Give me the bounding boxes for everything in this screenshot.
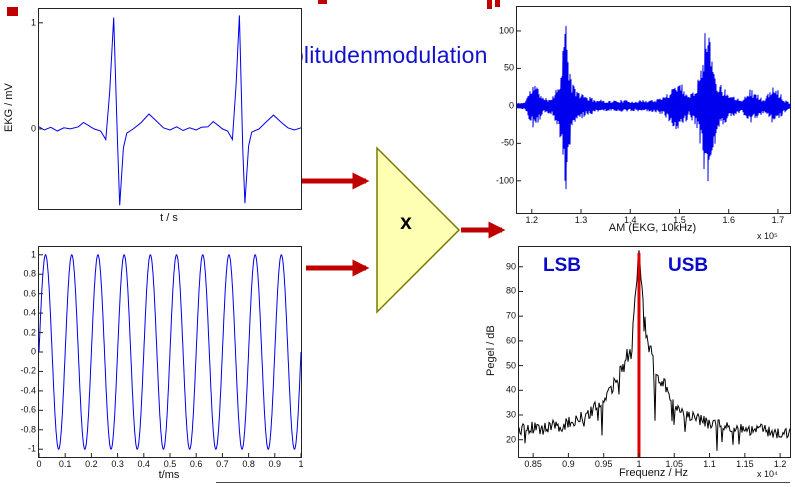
x-tick-label: 1.2 xyxy=(773,459,787,469)
y-tick-label: -50 xyxy=(500,137,514,148)
am-waveform xyxy=(516,25,791,213)
y-tick-label: 0 xyxy=(30,346,36,357)
x-tick-label: 1.15 xyxy=(736,459,754,469)
carrier-plot: 1 0.8 0.6 0.4 0.2 0 -0.2 -0.4 -0.6 -0.8 -1 0 0.1 0.2 0… xyxy=(20,246,304,469)
x-tick-label: 0.1 xyxy=(58,459,72,469)
x-tick-label: 0.7 xyxy=(216,459,229,469)
spectrum-plot: 90 80 70 60 50 40 30 20 0.85 0.9 0.95 1 1.05 1.1 1.15 1… xyxy=(506,246,791,469)
x-tick-label: 1.3 xyxy=(574,215,588,225)
y-tick-label: 30 xyxy=(505,409,516,420)
carrier-x-axis-label: t/ms xyxy=(158,469,180,481)
x-tick-label: 0.8 xyxy=(242,459,255,469)
multiplier-x-label: x xyxy=(400,211,412,234)
waveform-path xyxy=(518,250,791,451)
waveform-path xyxy=(38,254,302,450)
x-tick-label: 1.6 xyxy=(722,215,735,225)
x-tick-label: 0.9 xyxy=(268,459,282,469)
ekg-waveform xyxy=(38,15,302,206)
y-tick-label: -0.2 xyxy=(20,365,36,376)
am-x-axis-label: AM (EKG, 10kHz) xyxy=(608,222,697,234)
y-tick-label: 0.2 xyxy=(23,327,36,338)
y-tick-label: 0.6 xyxy=(23,288,36,299)
x-tick-label: 1.05 xyxy=(665,459,684,469)
y-tick-label: 0 xyxy=(30,123,36,134)
x-tick-label: 1.1 xyxy=(703,459,716,469)
y-tick-label: 90 xyxy=(505,261,516,272)
am-x-axis-exponent: x 10⁵ xyxy=(757,231,778,241)
x-tick-label: 1.4 xyxy=(623,215,637,225)
y-tick-label: 60 xyxy=(505,335,516,346)
y-tick-label: 1 xyxy=(30,249,36,260)
y-tick-label: 0 xyxy=(508,100,514,111)
x-tick-label: 0 xyxy=(36,459,42,469)
y-tick-label: 70 xyxy=(505,310,516,321)
waveform-path xyxy=(38,15,302,206)
x-tick-label: 1.5 xyxy=(673,215,686,225)
y-tick-label: -100 xyxy=(495,175,514,186)
x-tick-label: 0.9 xyxy=(562,459,575,469)
y-tick-label: 20 xyxy=(505,434,516,445)
x-tick-label: 0.3 xyxy=(111,459,124,469)
x-tick-label: 0.5 xyxy=(163,459,177,469)
lsb-label: LSB xyxy=(543,255,581,276)
bottom-divider-line xyxy=(216,482,790,483)
x-tick-label: 1 xyxy=(298,459,304,469)
y-tick-label: 0.8 xyxy=(23,268,36,279)
usb-label: USB xyxy=(668,255,709,276)
y-tick-label: -0.6 xyxy=(20,404,36,415)
x-tick-label: 0.2 xyxy=(85,459,98,469)
y-tick-label: 100 xyxy=(498,25,514,36)
y-tick-label: 1 xyxy=(30,17,36,28)
x-tick-label: 1 xyxy=(636,459,642,469)
x-tick-label: 0.6 xyxy=(189,459,203,469)
y-tick-label: 0.4 xyxy=(23,307,36,318)
spectrum-x-axis-exponent: x 10⁴ xyxy=(757,469,778,479)
ekg-x-axis-label: t / s xyxy=(160,212,178,224)
ekg-y-axis-label: EKG / mV xyxy=(3,83,15,133)
spectrum-curve xyxy=(518,250,791,457)
y-tick-label: -0.4 xyxy=(20,385,36,396)
spectrum-x-axis-label: Frequenz / Hz xyxy=(618,467,689,479)
y-tick-label: -1 xyxy=(27,443,36,454)
y-tick-label: 40 xyxy=(505,384,516,395)
am-signal-plot: 100 50 0 -50 -100 1.2 1.3 1.4 1.5 1.6 1.7 xyxy=(496,6,791,225)
x-tick-label: 0.85 xyxy=(524,459,542,469)
x-tick-label: 0.95 xyxy=(594,459,613,469)
x-tick-label: 1.2 xyxy=(525,215,539,225)
y-tick-label: 80 xyxy=(505,285,516,296)
carrier-sine-waveform xyxy=(38,254,302,457)
y-tick-label: 50 xyxy=(505,360,516,371)
x-tick-label: 1.7 xyxy=(771,215,785,225)
y-tick-label: -0.8 xyxy=(20,424,36,435)
waveform-path xyxy=(516,25,791,190)
y-tick-label: 50 xyxy=(503,62,514,73)
spectrum-y-axis-label: Pegel / dB xyxy=(485,325,497,377)
x-tick-label: 0.4 xyxy=(137,459,151,469)
